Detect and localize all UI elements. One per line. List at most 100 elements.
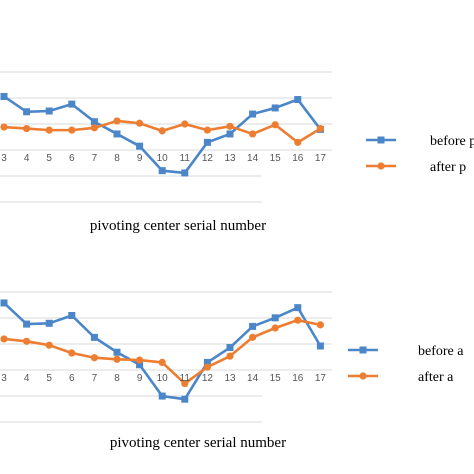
data-point (113, 117, 121, 125)
data-point (68, 126, 76, 134)
x-tick-label: 4 (24, 153, 30, 164)
data-point (249, 110, 257, 118)
x-tick-label: 10 (157, 153, 169, 164)
x-axis-title: pivoting center serial number (110, 435, 286, 451)
data-point (158, 127, 166, 135)
data-point (158, 358, 166, 367)
data-point (294, 96, 302, 104)
data-point (316, 321, 324, 329)
data-point (0, 335, 8, 343)
data-point (294, 316, 302, 324)
legend-marker (377, 162, 385, 170)
data-point (181, 379, 189, 388)
x-tick-label: 9 (137, 373, 143, 384)
data-point (203, 126, 211, 134)
data-point (226, 352, 234, 360)
x-tick-label: 10 (157, 373, 169, 384)
x-tick-label: 17 (315, 153, 327, 164)
data-point (68, 311, 76, 319)
data-point (271, 314, 279, 322)
data-point (113, 130, 121, 138)
data-point (136, 119, 144, 127)
data-point (181, 169, 189, 177)
x-tick-label: 6 (69, 373, 75, 384)
data-point (90, 124, 98, 132)
legend-marker (359, 372, 367, 380)
data-point (23, 124, 31, 133)
x-tick-label: 11 (180, 373, 191, 384)
data-point (90, 118, 98, 126)
data-point (294, 138, 302, 146)
data-point (23, 320, 31, 328)
legend-label: before p (430, 134, 474, 149)
x-tick-label: 14 (247, 153, 259, 164)
legend: before p after p (366, 134, 474, 175)
data-point (249, 333, 257, 341)
data-point (271, 324, 279, 332)
data-point (203, 138, 211, 146)
x-tick-label: 11 (180, 153, 191, 164)
data-point (271, 104, 279, 112)
data-point (45, 341, 53, 349)
x-tick-label: 14 (247, 373, 259, 384)
legend-label: after p (430, 160, 466, 175)
legend-label: before a (418, 344, 464, 359)
data-point (0, 299, 8, 307)
data-point (0, 92, 8, 100)
x-tick-label: 5 (46, 373, 52, 384)
x-tick-label: 17 (315, 373, 327, 384)
data-point (181, 395, 189, 403)
legend-marker (377, 136, 385, 144)
x-tick-label: 12 (202, 373, 214, 384)
data-point (158, 392, 166, 400)
data-point (316, 342, 324, 350)
chart-1: 3 4 5 6 7 8 9 10 11 12 13 14 15 16 17 pivoting center s… (0, 71, 474, 234)
data-point (0, 123, 8, 131)
x-tick-label: 15 (270, 153, 282, 164)
x-tick-label: 7 (92, 373, 98, 384)
data-point (136, 361, 144, 369)
x-tick-label: 8 (114, 373, 120, 384)
data-point (226, 344, 234, 352)
data-point (271, 121, 279, 129)
data-point (294, 304, 302, 312)
data-point (68, 100, 76, 108)
x-tick-label: 4 (24, 373, 30, 384)
data-point (136, 356, 144, 364)
data-point (45, 107, 53, 115)
x-tick-label: 6 (69, 153, 75, 164)
x-tick-label: 7 (92, 153, 98, 164)
x-tick-label: 9 (137, 153, 143, 164)
data-point (90, 333, 98, 341)
x-tick-label: 16 (292, 153, 304, 164)
data-point (113, 355, 121, 363)
legend-marker (359, 346, 367, 354)
x-tick-label: 5 (46, 153, 52, 164)
x-tick-label: 3 (1, 153, 7, 164)
x-axis-title: pivoting center serial number (90, 218, 266, 234)
data-point (158, 167, 166, 175)
x-tick-label: 16 (292, 373, 304, 384)
legend-label: after a (418, 370, 454, 385)
data-point (45, 126, 53, 134)
x-tick-label: 12 (202, 153, 214, 164)
x-tick-label: 8 (114, 153, 120, 164)
x-tick-label: 3 (1, 373, 7, 384)
legend: before a after a (348, 344, 464, 385)
data-point (181, 120, 189, 128)
data-point (23, 108, 31, 116)
data-point (113, 348, 121, 356)
data-point (226, 122, 234, 130)
data-point (136, 142, 144, 150)
data-point (249, 130, 257, 138)
data-point (23, 337, 31, 345)
data-point (90, 354, 98, 362)
data-point (45, 319, 53, 327)
x-tick-label: 15 (270, 373, 282, 384)
data-point (249, 322, 257, 330)
data-point (226, 130, 234, 138)
data-point (316, 124, 324, 133)
x-tick-label: 13 (224, 153, 236, 164)
data-point (203, 358, 211, 366)
